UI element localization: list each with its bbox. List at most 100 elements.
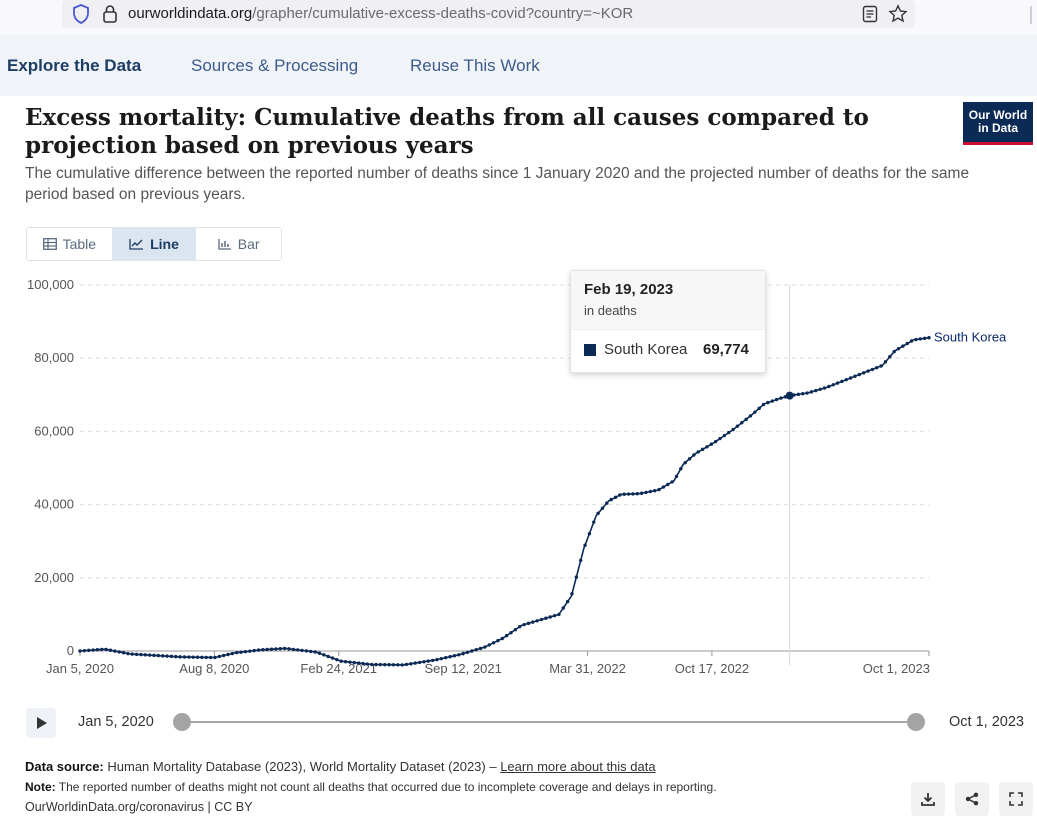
- series-point: [583, 543, 587, 547]
- chart-title: Excess mortality: Cumulative deaths from…: [25, 104, 869, 159]
- timeline-end-label: Oct 1, 2023: [949, 714, 1024, 730]
- series-point: [409, 662, 413, 666]
- series-point: [174, 654, 178, 659]
- series-point: [195, 655, 200, 659]
- tooltip-entity: South Korea: [604, 341, 688, 358]
- series-point: [605, 501, 609, 505]
- series-point: [208, 655, 213, 660]
- series-point: [335, 657, 339, 662]
- series-point: [513, 627, 518, 632]
- series-point: [827, 384, 831, 389]
- series-end-label: South Korea: [934, 330, 1007, 345]
- series-point: [840, 379, 844, 384]
- chart-subtitle: The cumulative difference between the re…: [25, 165, 970, 203]
- series-point: [439, 656, 444, 661]
- tab-line[interactable]: Line: [111, 228, 197, 260]
- timeline-start-handle[interactable]: [173, 713, 191, 731]
- tab-bar[interactable]: Bar: [196, 228, 281, 260]
- line-chart[interactable]: 0 20,000 40,000 60,000 80,000 100,000 Jan 5, 2…: [0, 265, 1037, 695]
- series-point: [287, 647, 291, 651]
- address-bar[interactable]: ourworldindata.org/grapher/cumulative-ex…: [62, 0, 915, 28]
- series-point: [435, 657, 439, 662]
- source-text: Human Mortality Database (2023), World M…: [107, 759, 497, 774]
- series-point: [731, 427, 735, 432]
- series-point: [570, 592, 574, 596]
- x-tick-label: Oct 17, 2022: [675, 661, 749, 676]
- series-point: [927, 336, 931, 340]
- series-point: [831, 383, 835, 387]
- timeline-end-handle[interactable]: [907, 713, 925, 731]
- series-point: [822, 386, 827, 390]
- series-point: [922, 336, 927, 341]
- series-point: [740, 421, 744, 425]
- series-point: [574, 575, 579, 579]
- series-point: [478, 646, 483, 651]
- x-tick-label: Oct 1, 2023: [863, 661, 930, 676]
- fullscreen-button[interactable]: [999, 782, 1033, 816]
- series-point: [709, 442, 714, 446]
- series-point: [282, 646, 287, 651]
- bookmark-star-icon[interactable]: [888, 4, 908, 29]
- shield-icon[interactable]: [72, 4, 90, 29]
- share-button[interactable]: [955, 782, 989, 816]
- data-source-line: Data source: Human Mortality Database (2…: [25, 759, 656, 774]
- series-point: [139, 652, 143, 657]
- series-point: [269, 647, 274, 651]
- line-chart-icon: [129, 239, 144, 250]
- browser-toolbar: ourworldindata.org/grapher/cumulative-ex…: [0, 0, 1037, 34]
- series-point: [491, 641, 496, 645]
- play-button[interactable]: [26, 708, 56, 738]
- series-point: [295, 648, 300, 652]
- series-point: [230, 651, 235, 656]
- site-nav: Explore the Data Sources & Processing Re…: [0, 34, 1037, 96]
- series-point: [317, 651, 322, 655]
- series-point: [618, 493, 622, 497]
- learn-more-link[interactable]: Learn more about this data: [500, 759, 656, 774]
- series-point: [121, 651, 126, 655]
- series-point: [700, 447, 705, 452]
- series-point: [430, 658, 435, 663]
- series-point: [531, 620, 535, 624]
- reader-view-icon[interactable]: [862, 5, 878, 28]
- series-point: [252, 648, 256, 653]
- owid-logo[interactable]: Our World in Data: [963, 102, 1033, 145]
- series-point: [361, 661, 365, 666]
- series-point: [322, 653, 326, 657]
- series-point: [100, 647, 104, 652]
- series-point: [396, 663, 400, 667]
- nav-explore-data[interactable]: Explore the Data: [7, 56, 142, 75]
- timeline-track[interactable]: [182, 721, 917, 723]
- series-point: [801, 392, 805, 396]
- download-button[interactable]: [911, 782, 945, 816]
- series-point: [866, 369, 870, 373]
- series-point: [722, 433, 727, 438]
- series-point: [861, 371, 866, 375]
- table-icon: [42, 238, 57, 250]
- series-point: [766, 400, 770, 405]
- series-point: [848, 376, 853, 380]
- lock-icon[interactable]: [102, 4, 118, 29]
- series-point: [452, 654, 457, 658]
- series-point: [901, 344, 905, 348]
- nav-reuse-work[interactable]: Reuse This Work: [410, 56, 540, 75]
- series-point: [326, 654, 330, 659]
- series-point: [705, 445, 709, 449]
- series-point: [291, 647, 296, 652]
- series-point: [696, 450, 700, 454]
- series-point: [265, 647, 269, 652]
- series-point: [444, 655, 448, 660]
- series-point: [391, 663, 396, 667]
- series-point: [609, 497, 613, 502]
- series-point: [217, 654, 222, 659]
- url-text[interactable]: ourworldindata.org/grapher/cumulative-ex…: [128, 5, 633, 22]
- series-point: [239, 650, 243, 654]
- series-point: [578, 558, 583, 563]
- nav-sources-processing[interactable]: Sources & Processing: [191, 56, 359, 75]
- tooltip-value: 69,774: [703, 341, 749, 358]
- series-point: [117, 650, 121, 654]
- series-point: [626, 492, 631, 496]
- series-point: [853, 374, 857, 378]
- series-point: [713, 439, 718, 444]
- series-point: [422, 660, 426, 664]
- tab-table[interactable]: Table: [27, 228, 112, 260]
